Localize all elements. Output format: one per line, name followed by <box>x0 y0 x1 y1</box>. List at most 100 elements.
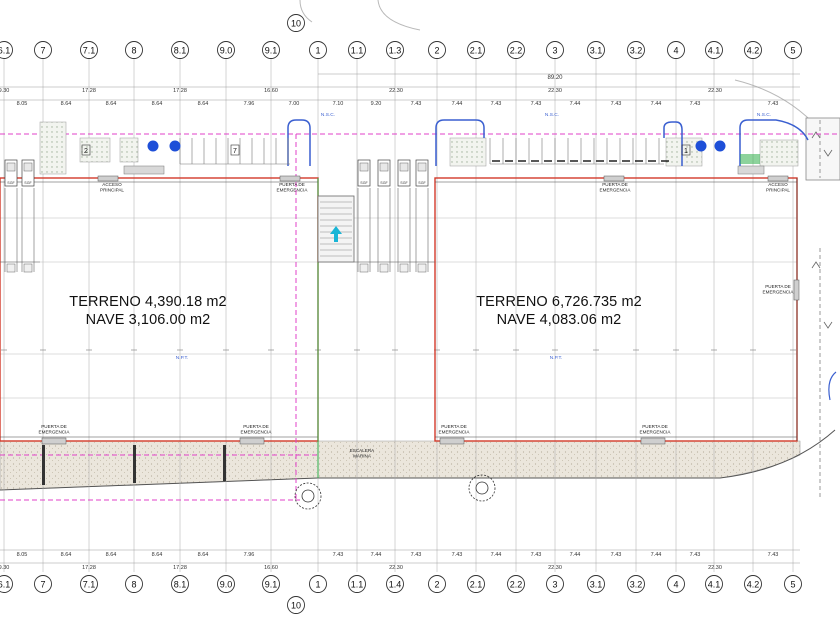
dim-bottom-minor-3: 8.64 <box>152 552 163 558</box>
grid-bubble-top-0-marker <box>0 41 13 59</box>
dim-top-minor-12: 7.43 <box>531 101 542 107</box>
puerta-right-side-l1: PUERTA DE <box>765 284 791 289</box>
dim-top-minor-7: 7.10 <box>333 101 344 107</box>
escalera-marina-l2: MARINA <box>353 454 372 459</box>
puerta-bottom-2-l1: PUERTA DE <box>243 424 269 429</box>
parking-stalls: 2 7 1 <box>81 138 691 165</box>
grid-bubble-top-18-label: 4.2 <box>747 46 760 56</box>
grid-bubble-top-16-marker <box>667 41 685 59</box>
dim-top-major-4: 22.30 <box>389 88 403 94</box>
grid-bubble-top-15-marker <box>627 41 645 59</box>
acceso-principal-left-l2: PRINCIPAL <box>100 188 124 193</box>
grid-bubble-bottom-16-marker <box>667 575 685 593</box>
dim-bottom-minor-10: 7.44 <box>491 552 502 558</box>
dock-r1-label: SGF <box>360 181 368 185</box>
dim-bottom-major-4: 22.30 <box>389 565 403 571</box>
puerta-bottom-4-l2: EMERGENCIA <box>640 430 672 435</box>
acceso-principal-right-l1: ACCESO <box>768 182 788 187</box>
grid-bubble-bottom-10-marker <box>428 575 446 593</box>
dim-bottom-minor-4: 8.64 <box>198 552 209 558</box>
grid-bubble-bottom-11-label: 2.1 <box>470 580 483 590</box>
grid-bubble-ten-bottom-marker <box>287 596 305 614</box>
dim-top-minor-11: 7.43 <box>491 101 502 107</box>
grid-bubble-bottom-14-marker <box>587 575 605 593</box>
grid-bubble-top-3-marker <box>125 41 143 59</box>
acceso-principal-right-l2: PRINCIPAL <box>766 188 790 193</box>
dim-top-minor-0: 8.05 <box>17 101 28 107</box>
grid-bubble-bottom-17-label: 4.1 <box>708 580 721 590</box>
grid-bubble-bottom-11-marker <box>467 575 485 593</box>
left-terreno-label: TERRENO 4,390.18 m2 <box>69 294 227 310</box>
acceso-principal-left-l1: ACCESO <box>102 182 122 187</box>
grid-bubble-bottom-5-marker <box>217 575 235 593</box>
grid-bubble-bottom-15-marker <box>627 575 645 593</box>
grid-bubble-bottom-4-label: 8.1 <box>174 580 187 590</box>
puerta-bottom-3-l1: PUERTA DE <box>441 424 467 429</box>
grid-bubble-bottom-16-label: 4 <box>673 580 678 590</box>
dim-bottom-major-1: 17.28 <box>82 565 96 571</box>
grid-bubble-bottom-0-label: 6.1 <box>0 580 10 590</box>
grid-bubble-top-19-marker <box>784 41 802 59</box>
dim-top-minor-9: 7.43 <box>411 101 422 107</box>
grid-bubble-bottom-18-marker <box>744 575 762 593</box>
grid-bubble-bottom-9-marker <box>386 575 404 593</box>
grid-bubble-bottom-2-marker <box>80 575 98 593</box>
grid-bubble-top-10-label: 2 <box>434 46 439 56</box>
dim-bottom-minor-5: 7.96 <box>244 552 255 558</box>
dim-top-minor-16: 7.43 <box>690 101 701 107</box>
grid-bubble-ten-bottom-label: 10 <box>291 601 301 611</box>
grid-bubble-top-2-marker <box>80 41 98 59</box>
grid-bubble-top-16-label: 4 <box>673 46 678 56</box>
puerta-bottom-3-l2: EMERGENCIA <box>439 430 471 435</box>
grid-bubble-bottom-1-marker <box>34 575 52 593</box>
dim-bottom-minor-1: 8.64 <box>61 552 72 558</box>
dim-top-major-1: 17.28 <box>82 88 96 94</box>
dim-bottom-major-2: 17.28 <box>173 565 187 571</box>
left-building-areas: TERRENO 4,390.18 m2 NAVE 3,106.00 m2 <box>48 293 248 329</box>
grid-bubble-top-5-marker <box>217 41 235 59</box>
grid-bubble-top-3-label: 8 <box>131 46 136 56</box>
site-curves <box>299 0 836 151</box>
grid-bubble-bottom-7-label: 1 <box>315 580 320 590</box>
grid-bubble-bottom-19-marker <box>784 575 802 593</box>
grid-bubble-top-10-marker <box>428 41 446 59</box>
grid-bubble-bottom-8-label: 1.1 <box>351 580 364 590</box>
dock-r3-label: SGF <box>400 181 408 185</box>
grid-bubble-top-7-marker <box>309 41 327 59</box>
puerta-bottom-1-l2: EMERGENCIA <box>39 430 71 435</box>
nsc-left: N.S.C. <box>321 112 335 118</box>
grid-bubble-bottom-19-label: 5 <box>790 580 795 590</box>
grid-bubble-top-0-label: 6.1 <box>0 46 10 56</box>
grid-bubble-bottom-12-marker <box>507 575 525 593</box>
grid-bubble-top-13-label: 3 <box>552 46 557 56</box>
dim-top-major-2: 17.28 <box>173 88 187 94</box>
dim-bottom-minor-7: 7.44 <box>371 552 382 558</box>
grid-bubble-bottom-6-label: 9.1 <box>265 580 278 590</box>
dim-bottom-minor-13: 7.43 <box>611 552 622 558</box>
grid-bubble-bottom-15-label: 3.2 <box>630 580 643 590</box>
puerta-top-left-l2: EMERGENCIA <box>277 188 309 193</box>
dim-top-major-3: 16.60 <box>264 88 278 94</box>
npt-right: N.P.T. <box>550 355 562 361</box>
dim-top-minor-10: 7.44 <box>452 101 463 107</box>
front-zone <box>39 119 809 175</box>
dock-l2-label: SGF <box>24 181 32 185</box>
grid-bubble-bottom-8-marker <box>348 575 366 593</box>
curb-line <box>0 429 836 491</box>
grid-bubble-top-4-label: 8.1 <box>174 46 187 56</box>
puerta-bottom-2-l2: EMERGENCIA <box>241 430 273 435</box>
dim-top-minor-13: 7.44 <box>570 101 581 107</box>
grid-bubble-top-19-label: 5 <box>790 46 795 56</box>
grid-bubble-top-15-label: 3.2 <box>630 46 643 56</box>
grid-bubble-top-13-marker <box>546 41 564 59</box>
dim-bottom-minor-8: 7.43 <box>411 552 422 558</box>
grid-bubble-bottom-3-label: 8 <box>131 580 136 590</box>
grid-bubble-bottom-2-label: 7.1 <box>83 580 96 590</box>
right-terreno-label: TERRENO 6,726.735 m2 <box>476 294 642 310</box>
dim-top-minor-6: 7.00 <box>289 101 300 107</box>
nsc-right: N.S.C. <box>757 112 771 118</box>
dim-top-major-0: 9.30 <box>0 88 9 94</box>
